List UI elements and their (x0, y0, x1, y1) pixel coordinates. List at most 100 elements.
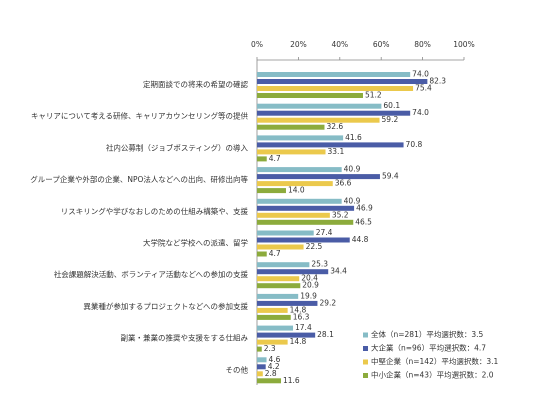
bar (257, 262, 310, 268)
bar (257, 72, 411, 77)
bar (257, 269, 329, 275)
value-label: 4.2 (268, 362, 280, 371)
bar (257, 251, 267, 257)
legend-label: 中堅企業（n=142）平均選択数：3.1 (371, 356, 499, 366)
category-label: その他 (226, 364, 249, 374)
bar (257, 219, 354, 225)
category-label: 定期面談での将来の希望の確認 (143, 79, 248, 89)
bar (257, 110, 411, 116)
bar (257, 357, 267, 363)
value-label: 25.3 (311, 260, 328, 269)
value-label: 40.9 (344, 165, 361, 174)
value-label: 14.0 (288, 186, 305, 195)
value-label: 22.5 (306, 242, 323, 251)
value-label: 17.4 (295, 323, 312, 332)
value-label: 75.4 (415, 84, 432, 93)
value-label: 20.9 (302, 281, 319, 290)
category-label: 社内公募制（ジョブポスティング）の導入 (106, 142, 249, 152)
category-label: 大学院など学校への派遣、留学 (143, 238, 248, 248)
bar (257, 276, 300, 282)
value-label: 51.2 (365, 91, 382, 100)
bar (257, 174, 380, 180)
bar (257, 339, 288, 345)
bar (257, 124, 325, 130)
category-label: キャリアについて考える研修、キャリアカウンセリング等の提供 (31, 111, 249, 121)
bar (257, 198, 342, 204)
bar (257, 149, 326, 155)
value-label: 32.6 (326, 122, 343, 131)
x-tick-label: 40% (331, 40, 348, 49)
value-label: 4.7 (269, 249, 281, 258)
value-label: 82.3 (429, 77, 446, 86)
x-tick-label: 20% (290, 40, 307, 49)
x-tick-label: 0% (251, 40, 263, 49)
value-label: 70.8 (406, 140, 423, 149)
bar (257, 244, 304, 250)
value-label: 11.6 (283, 376, 300, 385)
value-label: 14.8 (290, 305, 307, 314)
value-label: 33.1 (328, 147, 345, 156)
value-label: 14.8 (290, 337, 307, 346)
bar (257, 230, 314, 236)
bar (257, 332, 316, 338)
value-label: 36.6 (335, 179, 352, 188)
category-label: 社会課題解決活動、ボランティア活動などへの参加の支援 (54, 269, 249, 279)
value-label: 27.4 (316, 228, 333, 237)
bar (257, 283, 301, 289)
bar (257, 86, 414, 91)
value-label: 59.2 (382, 115, 399, 124)
bar (257, 156, 267, 162)
category-label: リスキリングや学びなおしのための仕組み構築や、支援 (61, 206, 249, 216)
value-label: 46.9 (356, 203, 373, 212)
value-label: 2.8 (265, 369, 277, 378)
legend-swatch (363, 373, 368, 378)
bar (257, 103, 382, 109)
bar (257, 307, 288, 313)
category-label: 副業・兼業の推奨や支援をする仕組み (121, 333, 249, 343)
bar (257, 79, 428, 84)
bar (257, 237, 350, 243)
x-tick-label: 60% (373, 40, 390, 49)
bar (257, 300, 318, 306)
legend-label: 大企業（n=96）平均選択数：4.7 (371, 343, 486, 353)
value-label: 2.3 (264, 344, 276, 353)
legend-label: 中小企業（n=43）平均選択数：2.0 (371, 370, 494, 380)
value-label: 16.3 (293, 312, 310, 321)
category-label: 異業種が参加するプロジェクトなどへの参加支援 (83, 301, 248, 311)
bar (257, 293, 299, 299)
value-label: 40.9 (344, 196, 361, 205)
legend-swatch (363, 332, 368, 338)
legend-label: 全体（n=281）平均選択数：3.5 (371, 329, 484, 339)
bar (257, 142, 404, 148)
bar (257, 188, 286, 194)
bar (257, 181, 333, 187)
value-label: 4.6 (269, 355, 281, 364)
category-label: グループ企業や外部の企業、NPO法人などへの出向、研修出向等 (30, 174, 248, 184)
bar (257, 314, 291, 320)
value-label: 29.2 (319, 298, 336, 307)
value-label: 34.4 (330, 267, 347, 276)
legend-swatch (363, 346, 368, 351)
value-label: 20.4 (301, 274, 318, 283)
value-label: 74.0 (412, 108, 429, 117)
bar (257, 325, 294, 331)
bar (257, 371, 263, 377)
value-label: 41.6 (345, 133, 362, 142)
bar (257, 378, 282, 384)
value-label: 59.4 (382, 172, 399, 181)
value-label: 44.8 (352, 235, 369, 244)
bar (257, 167, 342, 173)
bar (257, 346, 262, 352)
x-tick-label: 100% (453, 40, 474, 49)
bar (257, 93, 363, 98)
bar (257, 212, 330, 218)
bar (257, 117, 380, 123)
legend-swatch (363, 359, 368, 365)
x-tick-label: 80% (414, 40, 431, 49)
value-label: 4.7 (269, 154, 281, 163)
value-label: 28.1 (317, 330, 334, 339)
bar (257, 364, 266, 370)
value-label: 74.0 (412, 70, 429, 79)
